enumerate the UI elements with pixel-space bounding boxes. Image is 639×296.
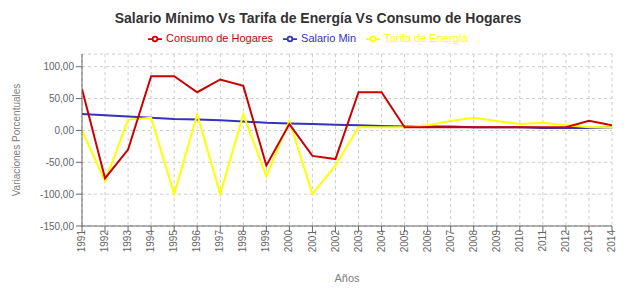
svg-text:2013: 2013 [583,230,594,253]
svg-text:1991: 1991 [76,230,87,253]
svg-text:1992: 1992 [99,230,110,253]
svg-text:1998: 1998 [237,230,248,253]
html-text:Consumo de Hogares: Consumo de Hogares [166,32,274,44]
svg-text:2009: 2009 [491,230,502,253]
svg-text:Años: Años [334,272,360,284]
svg-text:1997: 1997 [214,230,225,253]
svg-text:2010: 2010 [514,230,525,253]
svg-text:100,00: 100,00 [43,61,74,72]
svg-text:2004: 2004 [376,230,387,253]
svg-text:1993: 1993 [122,230,133,253]
svg-text:50,00: 50,00 [49,93,74,104]
html-text:Tarifa de Energía: Tarifa de Energía [384,32,468,44]
svg-text:1999: 1999 [260,230,271,253]
svg-text:2011: 2011 [537,230,548,252]
svg-text:-50,00: -50,00 [46,157,75,168]
svg-text:1994: 1994 [145,230,156,253]
html-text:Salario Min: Salario Min [301,32,357,44]
svg-text:Variaciones Porcentuales: Variaciones Porcentuales [11,84,22,197]
svg-text:-150,00: -150,00 [40,221,74,232]
svg-text:2008: 2008 [468,230,479,253]
svg-text:2002: 2002 [330,230,341,253]
html-text:Salario Mínimo Vs Tarifa de En: Salario Mínimo Vs Tarifa de Energía Vs C… [114,10,522,26]
svg-text:-100,00: -100,00 [40,189,74,200]
svg-text:0,00: 0,00 [55,125,75,136]
svg-text:2005: 2005 [399,230,410,253]
svg-text:2000: 2000 [283,230,294,253]
svg-text:2001: 2001 [307,230,318,253]
svg-text:2006: 2006 [422,230,433,253]
svg-text:2012: 2012 [560,230,571,253]
svg-text:2007: 2007 [445,230,456,253]
svg-text:2003: 2003 [353,230,364,253]
svg-text:1996: 1996 [191,230,202,253]
svg-text:2014: 2014 [606,230,617,253]
svg-text:1995: 1995 [168,230,179,253]
